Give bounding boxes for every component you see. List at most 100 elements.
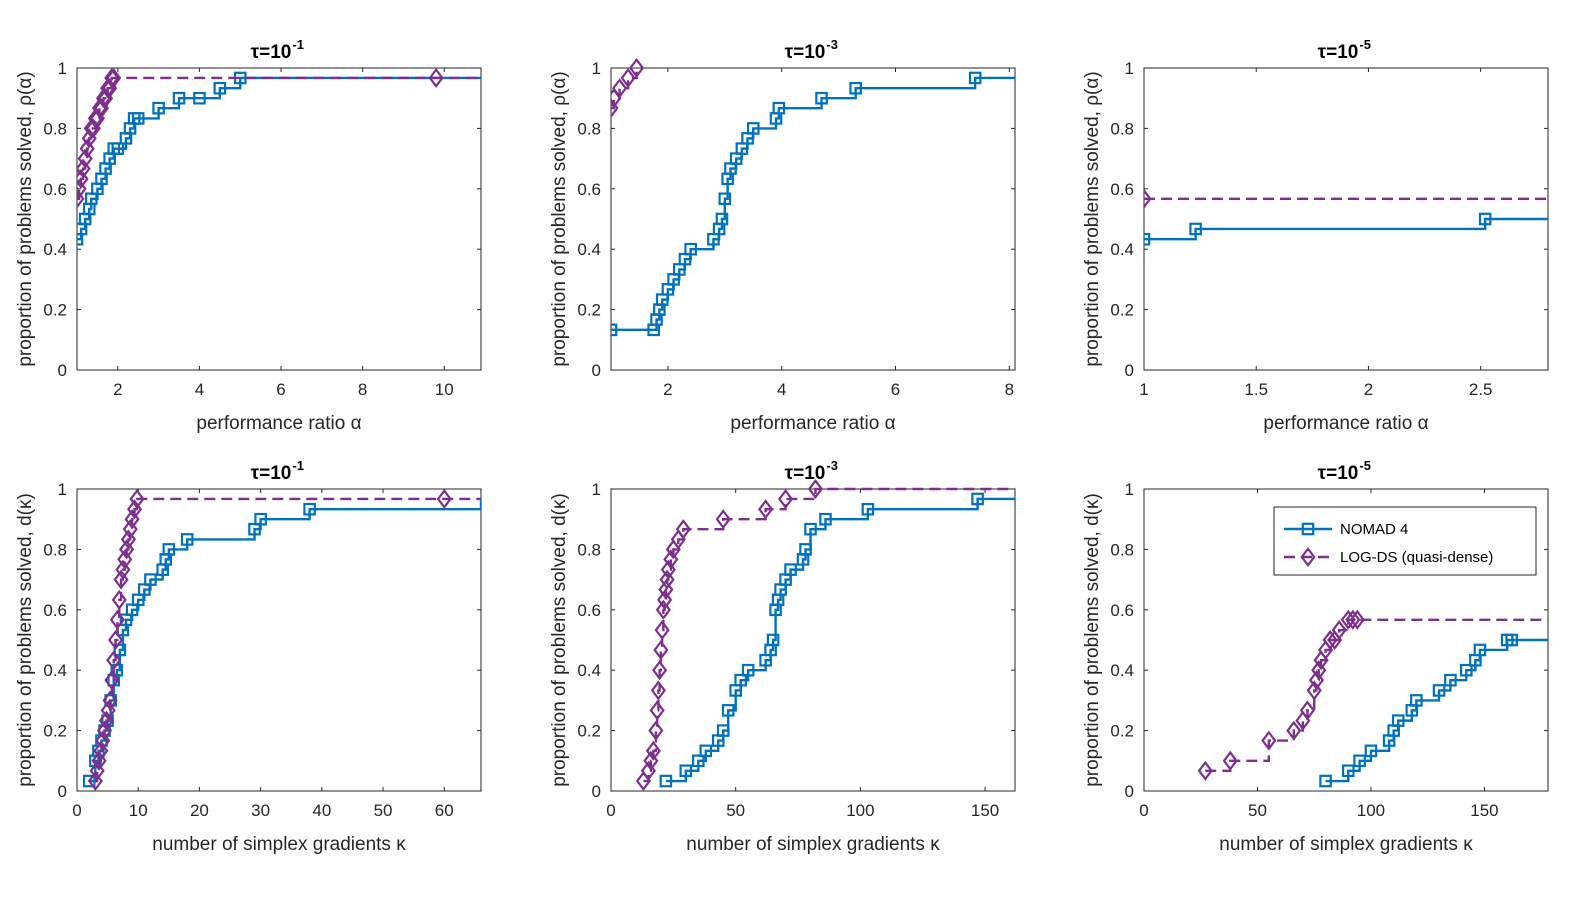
y-tick-label: 0.8 bbox=[43, 119, 67, 138]
x-tick-label: 2.5 bbox=[1469, 380, 1493, 399]
data-point-logds bbox=[120, 529, 136, 550]
y-tick-label: 0.6 bbox=[1110, 180, 1134, 199]
data-point-logds bbox=[645, 740, 661, 761]
x-tick-label: 2 bbox=[663, 380, 672, 399]
data-point-logds bbox=[106, 650, 122, 671]
data-point-logds bbox=[650, 680, 666, 701]
data-point-logds bbox=[1286, 720, 1302, 741]
data-point-nomad bbox=[162, 543, 176, 556]
y-tick-label: 0.8 bbox=[577, 540, 601, 559]
y-tick-label: 0.2 bbox=[43, 301, 67, 320]
data-point-logds bbox=[611, 78, 628, 99]
data-point-logds bbox=[113, 569, 129, 590]
legend-marker-nomad bbox=[1301, 522, 1315, 536]
data-point-logds bbox=[807, 478, 824, 500]
series-markers bbox=[611, 57, 645, 119]
data-point-nomad bbox=[804, 522, 817, 536]
series-line-nomad bbox=[77, 76, 481, 241]
data-point-nomad bbox=[1444, 673, 1457, 687]
y-tick-label: 0.4 bbox=[43, 240, 67, 259]
chart-title: τ=10 bbox=[1318, 42, 1359, 63]
y-tick-label: 0 bbox=[592, 782, 601, 801]
data-point-nomad bbox=[721, 704, 735, 717]
data-point-logds bbox=[675, 519, 691, 540]
series-markers bbox=[1197, 609, 1365, 781]
x-tick-label: 1.5 bbox=[1244, 380, 1268, 399]
series-markers bbox=[1144, 212, 1492, 246]
plot-area bbox=[610, 488, 1016, 792]
data-point-nomad bbox=[734, 673, 747, 687]
y-tick-label: 0.6 bbox=[1110, 601, 1134, 620]
data-point-logds bbox=[104, 67, 120, 88]
data-point-nomad bbox=[1473, 643, 1487, 657]
data-point-logds bbox=[1197, 760, 1213, 781]
x-tick-label: 8 bbox=[1005, 380, 1014, 399]
series-markers bbox=[611, 71, 982, 337]
data-point-logds bbox=[91, 750, 107, 771]
y-tick-label: 0.2 bbox=[577, 722, 601, 741]
x-axis-label: performance ratio α bbox=[1263, 413, 1428, 434]
x-tick-label: 6 bbox=[891, 380, 900, 399]
data-point-logds bbox=[655, 599, 671, 620]
data-point-logds bbox=[1222, 750, 1238, 771]
data-point-logds bbox=[102, 690, 118, 711]
y-tick-label: 1 bbox=[592, 480, 601, 499]
data-point-nomad bbox=[1189, 222, 1202, 236]
data-point-logds bbox=[653, 639, 669, 660]
x-tick-label: 2 bbox=[113, 380, 122, 399]
data-point-nomad bbox=[82, 774, 96, 788]
series-markers bbox=[1319, 633, 1518, 788]
x-tick-label: 0 bbox=[606, 801, 615, 820]
data-point-nomad bbox=[172, 91, 186, 105]
data-point-nomad bbox=[144, 573, 157, 586]
chart-title: τ=10 bbox=[1318, 463, 1359, 484]
x-tick-label: 150 bbox=[1470, 801, 1498, 820]
x-axis-label: performance ratio α bbox=[196, 413, 361, 434]
data-point-logds bbox=[659, 569, 675, 590]
x-tick-label: 4 bbox=[195, 380, 204, 399]
series-markers bbox=[77, 67, 444, 209]
chart-title-exponent: -5 bbox=[1359, 458, 1371, 473]
data-point-nomad bbox=[180, 533, 194, 546]
x-tick-label: 2 bbox=[1364, 380, 1373, 399]
x-tick-label: 10 bbox=[129, 801, 148, 820]
data-point-nomad bbox=[784, 563, 797, 576]
y-tick-label: 0.8 bbox=[577, 119, 601, 138]
data-point-nomad bbox=[691, 754, 705, 768]
data-point-nomad bbox=[815, 91, 828, 105]
y-tick-label: 0 bbox=[58, 782, 67, 801]
data-point-nomad bbox=[1364, 744, 1378, 758]
data-point-nomad bbox=[741, 663, 755, 677]
legend-label-logds: LOG-DS (quasi-dense) bbox=[1340, 549, 1493, 566]
plot-area bbox=[610, 67, 1016, 371]
chart-title-exponent: -3 bbox=[826, 37, 838, 52]
legend: NOMAD 4 LOG-DS (quasi-dense) bbox=[1273, 506, 1537, 576]
data-point-nomad bbox=[1144, 232, 1151, 246]
y-tick-label: 1 bbox=[58, 59, 67, 78]
data-point-logds bbox=[652, 660, 668, 681]
data-point-logds bbox=[629, 57, 645, 79]
data-point-nomad bbox=[611, 323, 618, 337]
y-tick-label: 0 bbox=[58, 361, 67, 380]
data-point-nomad bbox=[1459, 663, 1473, 677]
data-point-nomad bbox=[1432, 684, 1446, 697]
legend-marker-logds bbox=[1300, 546, 1316, 568]
data-point-nomad bbox=[716, 724, 730, 737]
data-point-nomad bbox=[1478, 212, 1492, 226]
y-tick-label: 0.8 bbox=[1110, 119, 1134, 138]
data-point-nomad bbox=[772, 101, 786, 115]
data-point-logds bbox=[657, 589, 673, 610]
data-point-logds bbox=[1345, 609, 1361, 630]
data-point-logds bbox=[122, 519, 138, 540]
series-markers bbox=[659, 492, 984, 788]
series-markers bbox=[87, 488, 452, 792]
chart-panel-top-right: 1 1.5 2 2.5 0 0.2 0.4 0.6 0.8 1 performance ratio … bbox=[1082, 37, 1549, 434]
data-point-nomad bbox=[113, 643, 127, 657]
data-point-logds bbox=[95, 730, 111, 751]
data-point-logds bbox=[117, 549, 133, 570]
x-tick-label: 6 bbox=[276, 380, 285, 399]
x-axis-label: number of simplex gradients κ bbox=[686, 834, 940, 855]
data-point-logds bbox=[1299, 700, 1315, 721]
x-tick-label: 10 bbox=[435, 380, 454, 399]
y-tick-label: 0.4 bbox=[577, 661, 601, 680]
